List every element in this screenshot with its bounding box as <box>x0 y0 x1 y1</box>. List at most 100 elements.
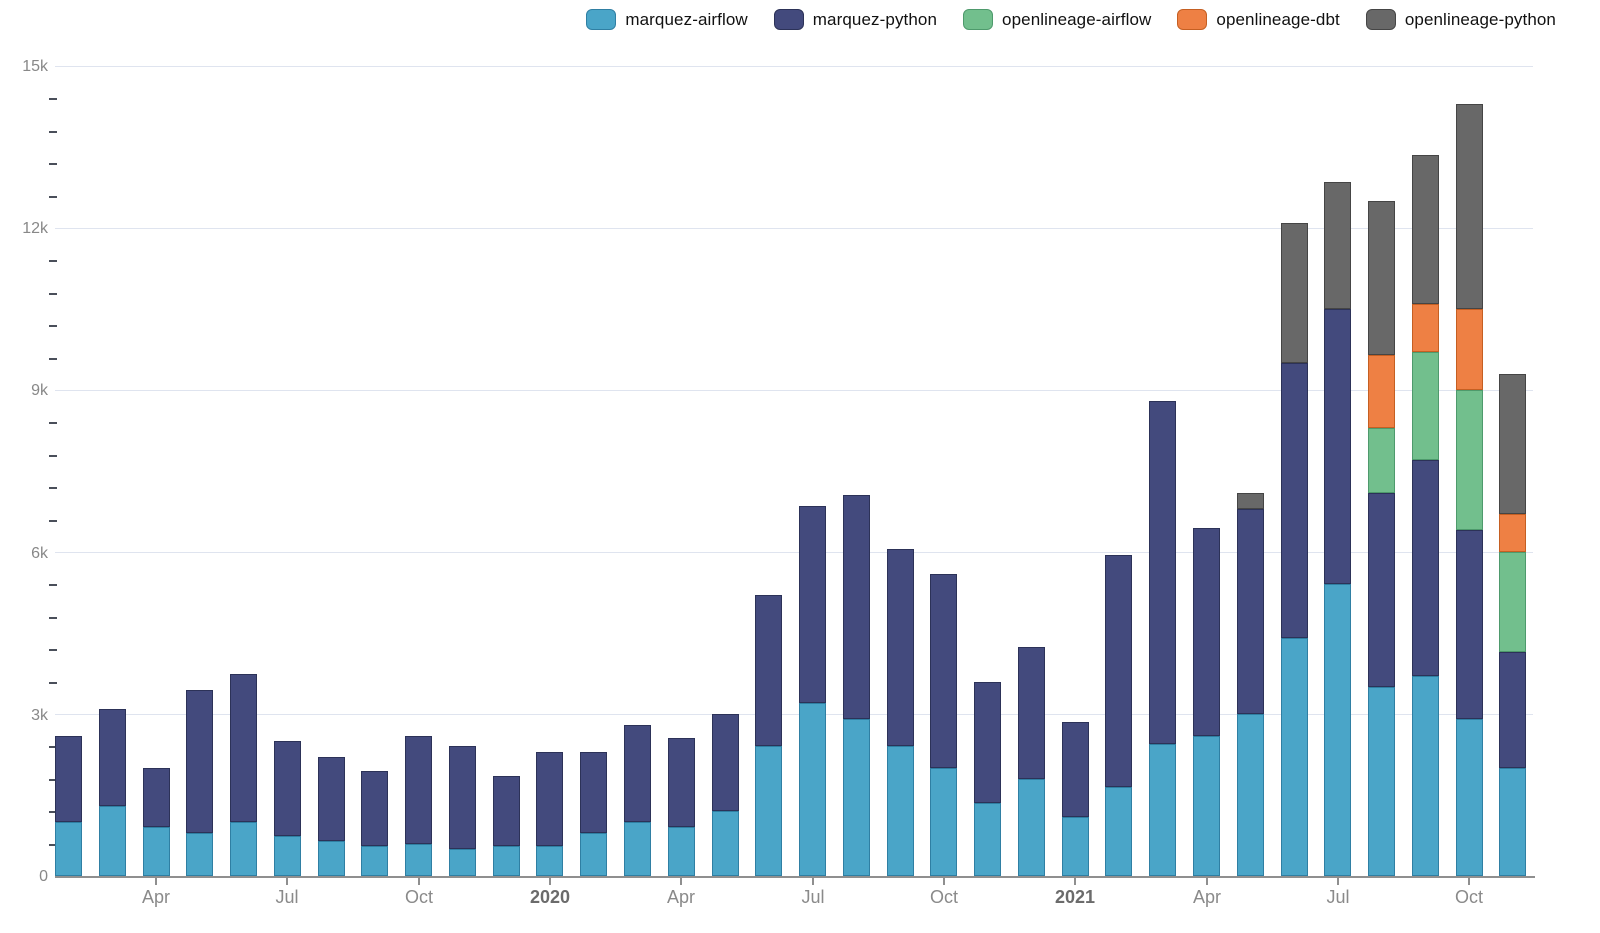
bar-segment-marquez-python[interactable] <box>1018 646 1045 779</box>
bar-segment-openlineage-python[interactable] <box>1412 155 1439 304</box>
bar-segment-openlineage-python[interactable] <box>1499 373 1526 515</box>
bar-segment-marquez-python[interactable] <box>712 714 739 812</box>
bar-segment-marquez-python[interactable] <box>799 506 826 704</box>
bar-segment-marquez-airflow[interactable] <box>99 805 126 876</box>
bar-segment-marquez-python[interactable] <box>405 735 432 844</box>
bar-segment-marquez-python[interactable] <box>318 757 345 841</box>
bar-segment-marquez-python[interactable] <box>186 689 213 833</box>
bar-segment-marquez-airflow[interactable] <box>1062 816 1089 876</box>
bar-segment-openlineage-python[interactable] <box>1237 492 1264 509</box>
bar-segment-marquez-airflow[interactable] <box>1149 743 1176 876</box>
bar-segment-openlineage-dbt[interactable] <box>1499 514 1526 552</box>
bar-segment-marquez-python[interactable] <box>1412 460 1439 677</box>
bar-segment-marquez-python[interactable] <box>887 549 914 747</box>
bar-segment-marquez-airflow[interactable] <box>712 811 739 876</box>
bar-segment-marquez-airflow[interactable] <box>1499 768 1526 876</box>
bar-segment-openlineage-airflow[interactable] <box>1456 390 1483 531</box>
gridline-6000 <box>55 552 1533 553</box>
bar-segment-marquez-python[interactable] <box>668 738 695 828</box>
legend-item-label: marquez-airflow <box>625 9 748 29</box>
bar-segment-marquez-airflow[interactable] <box>361 846 388 876</box>
bar-segment-marquez-python[interactable] <box>1062 722 1089 817</box>
x-tick-label-2021: 2021 <box>1054 887 1096 907</box>
bar-segment-marquez-airflow[interactable] <box>55 822 82 876</box>
bar-segment-marquez-airflow[interactable] <box>230 822 257 876</box>
bar-segment-marquez-airflow[interactable] <box>1281 638 1308 876</box>
bar-segment-marquez-airflow[interactable] <box>1105 786 1132 876</box>
bar-segment-marquez-python[interactable] <box>55 735 82 822</box>
bar-segment-marquez-airflow[interactable] <box>1237 714 1264 876</box>
bar-segment-marquez-python[interactable] <box>580 751 607 833</box>
bar-segment-marquez-python[interactable] <box>1281 363 1308 639</box>
bar-segment-marquez-python[interactable] <box>274 741 301 836</box>
bar-segment-marquez-airflow[interactable] <box>186 832 213 876</box>
bar-segment-marquez-airflow[interactable] <box>318 840 345 876</box>
y-minor-tick <box>49 131 57 133</box>
x-tick <box>1074 878 1076 885</box>
bar-segment-openlineage-python[interactable] <box>1324 182 1351 309</box>
legend-item-openlineage-python[interactable]: openlineage-python <box>1365 9 1556 30</box>
bar-segment-openlineage-airflow[interactable] <box>1499 552 1526 652</box>
bar-segment-marquez-python[interactable] <box>361 770 388 847</box>
bar-segment-marquez-airflow[interactable] <box>536 846 563 876</box>
bar-segment-marquez-airflow[interactable] <box>143 827 170 876</box>
bar-segment-marquez-airflow[interactable] <box>580 832 607 876</box>
bar-segment-marquez-python[interactable] <box>1105 554 1132 787</box>
bar-segment-marquez-airflow[interactable] <box>1018 778 1045 876</box>
bar-segment-openlineage-dbt[interactable] <box>1412 303 1439 353</box>
bar-segment-marquez-python[interactable] <box>1324 309 1351 585</box>
bar-segment-marquez-python[interactable] <box>449 746 476 849</box>
legend-item-marquez-airflow[interactable]: marquez-airflow <box>586 9 748 30</box>
bar-segment-marquez-python[interactable] <box>143 768 170 828</box>
bar-segment-marquez-airflow[interactable] <box>1193 735 1220 876</box>
bar-segment-openlineage-airflow[interactable] <box>1412 352 1439 461</box>
legend-swatch <box>963 9 994 30</box>
bar-segment-marquez-python[interactable] <box>755 595 782 747</box>
bar-segment-openlineage-python[interactable] <box>1281 222 1308 363</box>
bar-segment-openlineage-dbt[interactable] <box>1368 354 1395 428</box>
bar-segment-marquez-python[interactable] <box>1499 651 1526 768</box>
bar-segment-openlineage-python[interactable] <box>1456 103 1483 309</box>
bar-segment-marquez-airflow[interactable] <box>843 719 870 876</box>
y-minor-tick <box>49 325 57 327</box>
legend-item-openlineage-airflow[interactable]: openlineage-airflow <box>963 9 1151 30</box>
bar-segment-marquez-airflow[interactable] <box>1412 676 1439 876</box>
y-minor-tick <box>49 584 57 586</box>
bar-segment-marquez-python[interactable] <box>1193 527 1220 736</box>
bar-segment-marquez-airflow[interactable] <box>1456 719 1483 876</box>
bar-segment-marquez-python[interactable] <box>1456 530 1483 720</box>
bar-segment-marquez-airflow[interactable] <box>1368 687 1395 876</box>
bar-segment-openlineage-airflow[interactable] <box>1368 427 1395 493</box>
bar-segment-marquez-airflow[interactable] <box>930 768 957 876</box>
legend-swatch <box>773 9 804 30</box>
y-minor-tick <box>49 811 57 813</box>
bar-segment-marquez-airflow[interactable] <box>274 835 301 876</box>
bar-segment-marquez-python[interactable] <box>493 776 520 847</box>
legend-item-openlineage-dbt[interactable]: openlineage-dbt <box>1177 9 1340 30</box>
bar-segment-marquez-python[interactable] <box>1149 400 1176 744</box>
bar-segment-marquez-airflow[interactable] <box>887 746 914 876</box>
bar-segment-openlineage-dbt[interactable] <box>1456 309 1483 390</box>
y-minor-tick <box>49 844 57 846</box>
bar-segment-marquez-airflow[interactable] <box>449 849 476 876</box>
bar-segment-marquez-python[interactable] <box>843 495 870 720</box>
bar-segment-marquez-python[interactable] <box>624 724 651 822</box>
bar-segment-marquez-airflow[interactable] <box>799 703 826 876</box>
bar-segment-marquez-python[interactable] <box>974 681 1001 804</box>
bar-segment-marquez-python[interactable] <box>1237 508 1264 714</box>
bar-segment-marquez-airflow[interactable] <box>755 746 782 876</box>
bar-segment-marquez-airflow[interactable] <box>493 846 520 876</box>
legend-item-marquez-python[interactable]: marquez-python <box>773 9 937 30</box>
bar-segment-marquez-airflow[interactable] <box>974 803 1001 876</box>
bar-segment-marquez-python[interactable] <box>536 751 563 847</box>
bar-segment-marquez-airflow[interactable] <box>1324 584 1351 876</box>
bar-segment-marquez-airflow[interactable] <box>405 843 432 876</box>
bar-segment-openlineage-python[interactable] <box>1368 201 1395 355</box>
bar-segment-marquez-python[interactable] <box>230 673 257 822</box>
y-tick-label: 6k <box>31 545 48 562</box>
bar-segment-marquez-python[interactable] <box>99 708 126 806</box>
bar-segment-marquez-airflow[interactable] <box>668 827 695 876</box>
bar-segment-marquez-python[interactable] <box>930 573 957 768</box>
bar-segment-marquez-airflow[interactable] <box>624 822 651 876</box>
bar-segment-marquez-python[interactable] <box>1368 492 1395 687</box>
